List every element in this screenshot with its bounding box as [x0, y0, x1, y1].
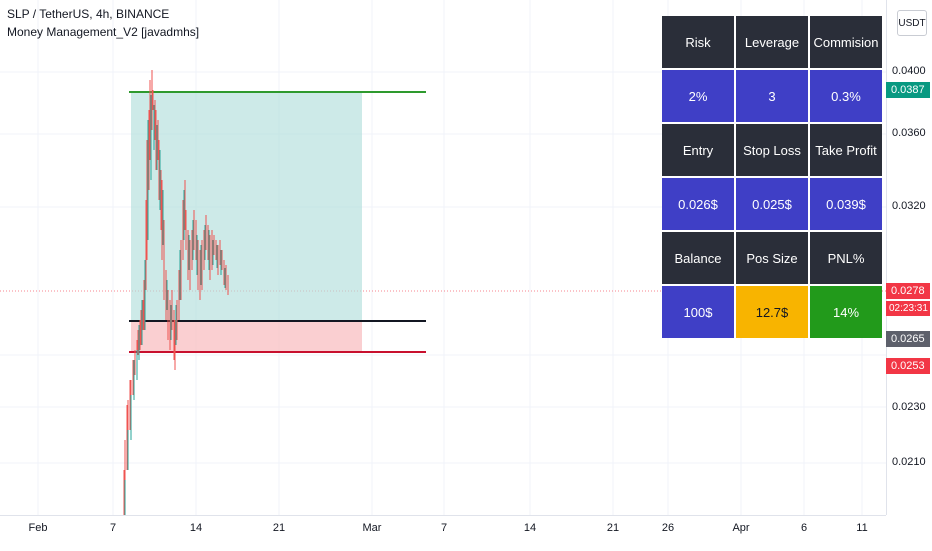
table-cell-balance-header: Balance — [662, 232, 734, 284]
currency-button[interactable]: USDT — [897, 10, 927, 36]
stop-loss-price-label: 0.0253 — [886, 358, 930, 374]
time-tick: 11 — [856, 522, 868, 534]
take-profit-price-label: 0.0387 — [886, 82, 930, 98]
last-price-label: 0.0278 — [886, 283, 930, 299]
time-tick: 14 — [523, 522, 537, 534]
table-cell-risk-header: Risk — [662, 16, 734, 68]
countdown-label: 02:23:31 — [886, 301, 930, 316]
table-cell-take-profit-header: Take Profit — [810, 124, 882, 176]
time-tick: Mar — [362, 522, 382, 534]
entry-price-label: 0.0265 — [886, 331, 930, 347]
symbol-title[interactable]: SLP / TetherUS, 4h, BINANCE — [7, 7, 170, 21]
candles — [123, 70, 229, 515]
table-cell-entry-header: Entry — [662, 124, 734, 176]
price-tick: 0.0360 — [892, 127, 926, 139]
indicator-title[interactable]: Money Management_V2 [javadmhs] — [7, 25, 200, 39]
table-cell-pnl-header: PNL% — [810, 232, 882, 284]
time-tick: 14 — [189, 522, 203, 534]
table-cell-pos-size-header: Pos Size — [736, 232, 808, 284]
table-cell-entry-value: 0.026$ — [662, 178, 734, 230]
table-cell-stop-loss-value: 0.025$ — [736, 178, 808, 230]
table-cell-balance-value: 100$ — [662, 286, 734, 338]
price-tick: 0.0230 — [892, 401, 926, 413]
table-cell-stop-loss-header: Stop Loss — [736, 124, 808, 176]
time-tick: 21 — [606, 522, 620, 534]
price-tick: 0.0210 — [892, 456, 926, 468]
table-cell-take-profit-value: 0.039$ — [810, 178, 882, 230]
table-cell-leverage-value: 3 — [736, 70, 808, 122]
time-tick: 7 — [109, 522, 117, 534]
time-axis[interactable] — [0, 515, 886, 551]
stop-loss-zone — [131, 321, 362, 352]
time-tick: Apr — [732, 522, 750, 534]
price-tick: 0.0400 — [892, 65, 926, 77]
time-tick: 7 — [440, 522, 448, 534]
table-cell-commission-header: Commision — [810, 16, 882, 68]
time-tick: 6 — [800, 522, 808, 534]
table-cell-commission-value: 0.3% — [810, 70, 882, 122]
price-axis[interactable] — [886, 0, 932, 515]
time-tick: 21 — [272, 522, 286, 534]
table-cell-pnl-value: 14% — [810, 286, 882, 338]
time-tick: 26 — [661, 522, 675, 534]
money-management-table: Risk Leverage Commision 2% 3 0.3% Entry … — [662, 16, 882, 338]
table-cell-pos-size-value: 12.7$ — [736, 286, 808, 338]
table-cell-risk-value: 2% — [662, 70, 734, 122]
take-profit-zone — [131, 92, 362, 321]
time-tick: Feb — [28, 522, 48, 534]
table-cell-leverage-header: Leverage — [736, 16, 808, 68]
price-tick: 0.0320 — [892, 200, 926, 212]
